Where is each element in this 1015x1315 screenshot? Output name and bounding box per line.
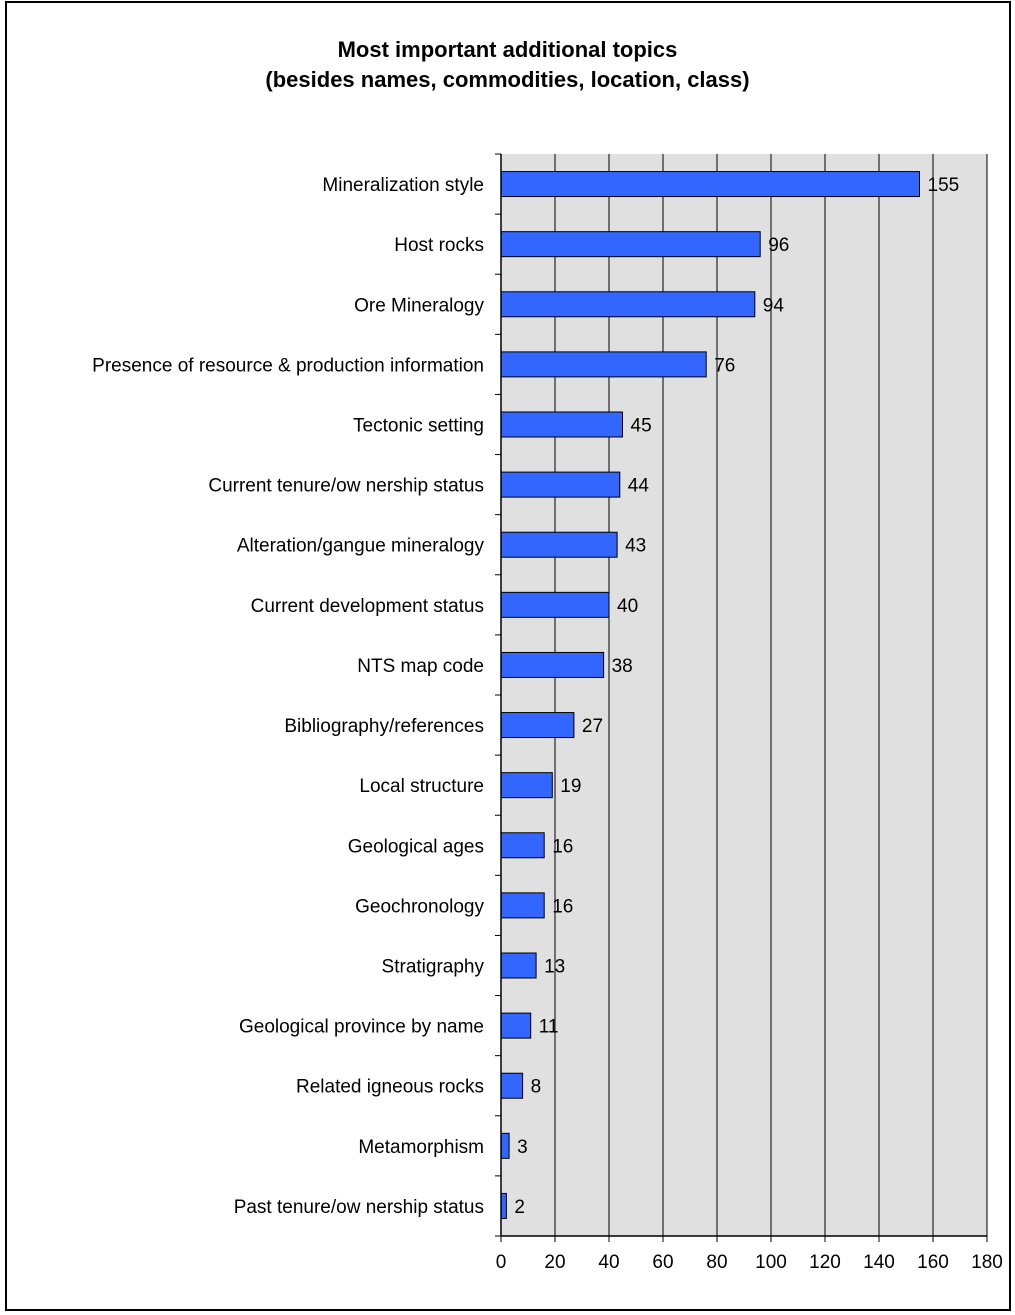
bar bbox=[500, 411, 623, 438]
bar bbox=[500, 531, 618, 558]
category-label: Stratigraphy bbox=[382, 957, 485, 978]
x-tick-label: 160 bbox=[917, 1252, 949, 1273]
plot-area bbox=[501, 154, 987, 1236]
data-label: 94 bbox=[763, 295, 785, 316]
category-label: Mineralization style bbox=[322, 175, 484, 196]
data-label: 96 bbox=[768, 235, 789, 256]
bar bbox=[500, 351, 707, 378]
category-labels: Mineralization style Host rocks Ore Minera… bbox=[92, 175, 484, 1218]
bar bbox=[500, 291, 756, 318]
bar bbox=[500, 231, 761, 258]
data-label: 8 bbox=[531, 1077, 542, 1098]
data-label: 155 bbox=[928, 175, 960, 196]
x-tick-labels: 0 20 40 60 80 100 120 140 160 180 bbox=[496, 1252, 1003, 1273]
bar bbox=[500, 772, 553, 799]
bar bbox=[500, 591, 610, 618]
axes bbox=[495, 153, 988, 1242]
x-tick-label: 20 bbox=[544, 1252, 565, 1273]
x-tick-label: 0 bbox=[496, 1252, 507, 1273]
data-label: 13 bbox=[544, 957, 565, 978]
bar bbox=[500, 1192, 507, 1219]
bar bbox=[500, 171, 920, 198]
x-tick-label: 40 bbox=[598, 1252, 619, 1273]
bar bbox=[500, 832, 545, 859]
data-label: 44 bbox=[628, 476, 650, 497]
chart-subtitle: (besides names, commodities, location, c… bbox=[265, 67, 750, 92]
category-label: Presence of resource & production inform… bbox=[92, 355, 484, 376]
category-label: Metamorphism bbox=[358, 1137, 484, 1158]
data-label: 45 bbox=[631, 416, 652, 437]
category-label: Ore Mineralogy bbox=[354, 295, 484, 316]
category-label: Geochronology bbox=[355, 896, 484, 917]
bar bbox=[500, 1012, 532, 1039]
data-label: 16 bbox=[552, 896, 573, 917]
x-tick-label: 180 bbox=[971, 1252, 1003, 1273]
data-label: 43 bbox=[625, 536, 646, 557]
chart-title-block: Most important additional topics (beside… bbox=[0, 35, 1015, 95]
bar bbox=[500, 1132, 510, 1159]
data-label: 3 bbox=[517, 1137, 528, 1158]
data-label: 2 bbox=[514, 1197, 525, 1218]
bar bbox=[500, 892, 545, 919]
data-label: 76 bbox=[714, 355, 735, 376]
data-label: 38 bbox=[612, 656, 633, 677]
data-label: 16 bbox=[552, 836, 573, 857]
category-label: Host rocks bbox=[394, 235, 484, 256]
bar bbox=[500, 1072, 524, 1099]
category-label: Current development status bbox=[251, 596, 484, 617]
bar bbox=[500, 471, 621, 498]
data-label: 27 bbox=[582, 716, 603, 737]
x-tick-label: 100 bbox=[755, 1252, 787, 1273]
category-label: Related igneous rocks bbox=[296, 1077, 484, 1098]
bars bbox=[500, 171, 920, 1219]
x-tick-label: 140 bbox=[863, 1252, 895, 1273]
category-label: Bibliography/references bbox=[284, 716, 484, 737]
x-tick-label: 80 bbox=[706, 1252, 727, 1273]
gridlines bbox=[554, 154, 988, 1236]
value-labels: 155 96 94 76 45 44 43 40 38 27 19 16 16 13 11 8 3 2 bbox=[514, 175, 959, 1218]
x-tick-label: 60 bbox=[652, 1252, 673, 1273]
category-label: Current tenure/ow nership status bbox=[208, 476, 484, 497]
data-label: 11 bbox=[539, 1017, 559, 1038]
category-label: NTS map code bbox=[357, 656, 484, 677]
category-label: Tectonic setting bbox=[353, 416, 484, 437]
data-label: 19 bbox=[560, 776, 581, 797]
category-label: Geological province by name bbox=[239, 1017, 484, 1038]
data-label: 40 bbox=[617, 596, 638, 617]
x-tick-label: 120 bbox=[809, 1252, 841, 1273]
category-label: Geological ages bbox=[348, 836, 484, 857]
chart-title: Most important additional topics bbox=[337, 37, 678, 62]
category-label: Alteration/gangue mineralogy bbox=[237, 536, 485, 557]
category-label: Local structure bbox=[359, 776, 484, 797]
bar bbox=[500, 712, 575, 739]
category-label: Past tenure/ow nership status bbox=[234, 1197, 484, 1218]
bar bbox=[500, 651, 605, 678]
bar bbox=[500, 952, 537, 979]
